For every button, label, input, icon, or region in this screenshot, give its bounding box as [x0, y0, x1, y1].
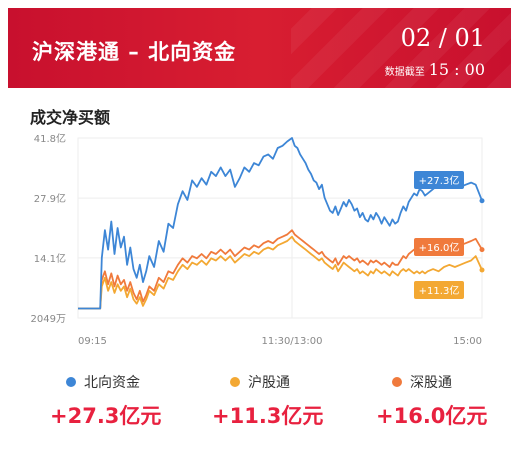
- header-cutoff: 数据截至 15 : 00: [385, 60, 485, 79]
- legend-dot-northbound: [66, 377, 76, 387]
- value-shenzhen-connect: +16.0亿元: [376, 404, 488, 428]
- header-date: 02 / 01: [400, 24, 485, 52]
- end-label-text: +16.0亿: [419, 241, 460, 254]
- series-end-point: [479, 247, 485, 253]
- legend-item-northbound: 北向资金: [66, 372, 140, 392]
- legend-label-shenzhen-connect: 深股通: [410, 375, 452, 391]
- value-northbound: +27.3亿元: [50, 404, 162, 428]
- series-end-point: [479, 198, 485, 204]
- series-line: [78, 137, 483, 310]
- y-tick-label: 27.9亿: [34, 192, 66, 205]
- section-title: 成交净买额: [30, 108, 111, 127]
- cutoff-time: 15 : 00: [428, 60, 485, 79]
- header-decoration: [291, 8, 511, 88]
- header-banner: 沪深港通 – 北向资金 02 / 01 数据截至 15 : 00: [8, 8, 511, 88]
- end-label-text: +27.3亿: [419, 174, 460, 187]
- net-buy-chart: 41.8亿 27.9亿 14.1亿 2049万 09:15 11:30/13:00 15:…: [31, 132, 485, 347]
- y-tick-label: 2049万: [31, 314, 66, 325]
- chart-grid: [77, 137, 483, 319]
- legend-item-shanghai-connect: 沪股通: [230, 372, 290, 392]
- end-label-box: [414, 238, 464, 256]
- series-line: [78, 235, 483, 310]
- end-labels: +27.3亿 +16.0亿 +11.3亿: [414, 171, 464, 299]
- legend-dot-shanghai-connect: [230, 377, 240, 387]
- series-end-point: [479, 267, 485, 273]
- legend: 北向资金 沪股通 深股通: [0, 372, 519, 392]
- y-tick-label: 14.1亿: [34, 252, 66, 265]
- legend-dot-shenzhen-connect: [392, 377, 402, 387]
- x-tick-label: 09:15: [78, 336, 107, 347]
- chart-series: [78, 137, 485, 310]
- series-line: [78, 229, 483, 310]
- legend-label-northbound: 北向资金: [84, 375, 140, 391]
- legend-item-shenzhen-connect: 深股通: [392, 372, 452, 392]
- x-axis-ticks: 09:15 11:30/13:00 15:00: [78, 336, 482, 347]
- legend-label-shanghai-connect: 沪股通: [248, 375, 290, 391]
- x-tick-label: 15:00: [453, 336, 482, 347]
- page-title: 沪深港通 – 北向资金: [32, 40, 237, 64]
- cutoff-label: 数据截至: [384, 67, 425, 78]
- y-tick-label: 41.8亿: [34, 132, 66, 145]
- end-label-text: +11.3亿: [419, 284, 460, 297]
- summary-values: +27.3亿元 +11.3亿元 +16.0亿元: [0, 400, 519, 430]
- value-shanghai-connect: +11.3亿元: [212, 404, 324, 428]
- end-label-box: [414, 171, 464, 189]
- y-axis-ticks: 41.8亿 27.9亿 14.1亿 2049万: [31, 132, 66, 325]
- end-label-box: [414, 281, 464, 299]
- x-tick-label: 11:30/13:00: [261, 336, 322, 347]
